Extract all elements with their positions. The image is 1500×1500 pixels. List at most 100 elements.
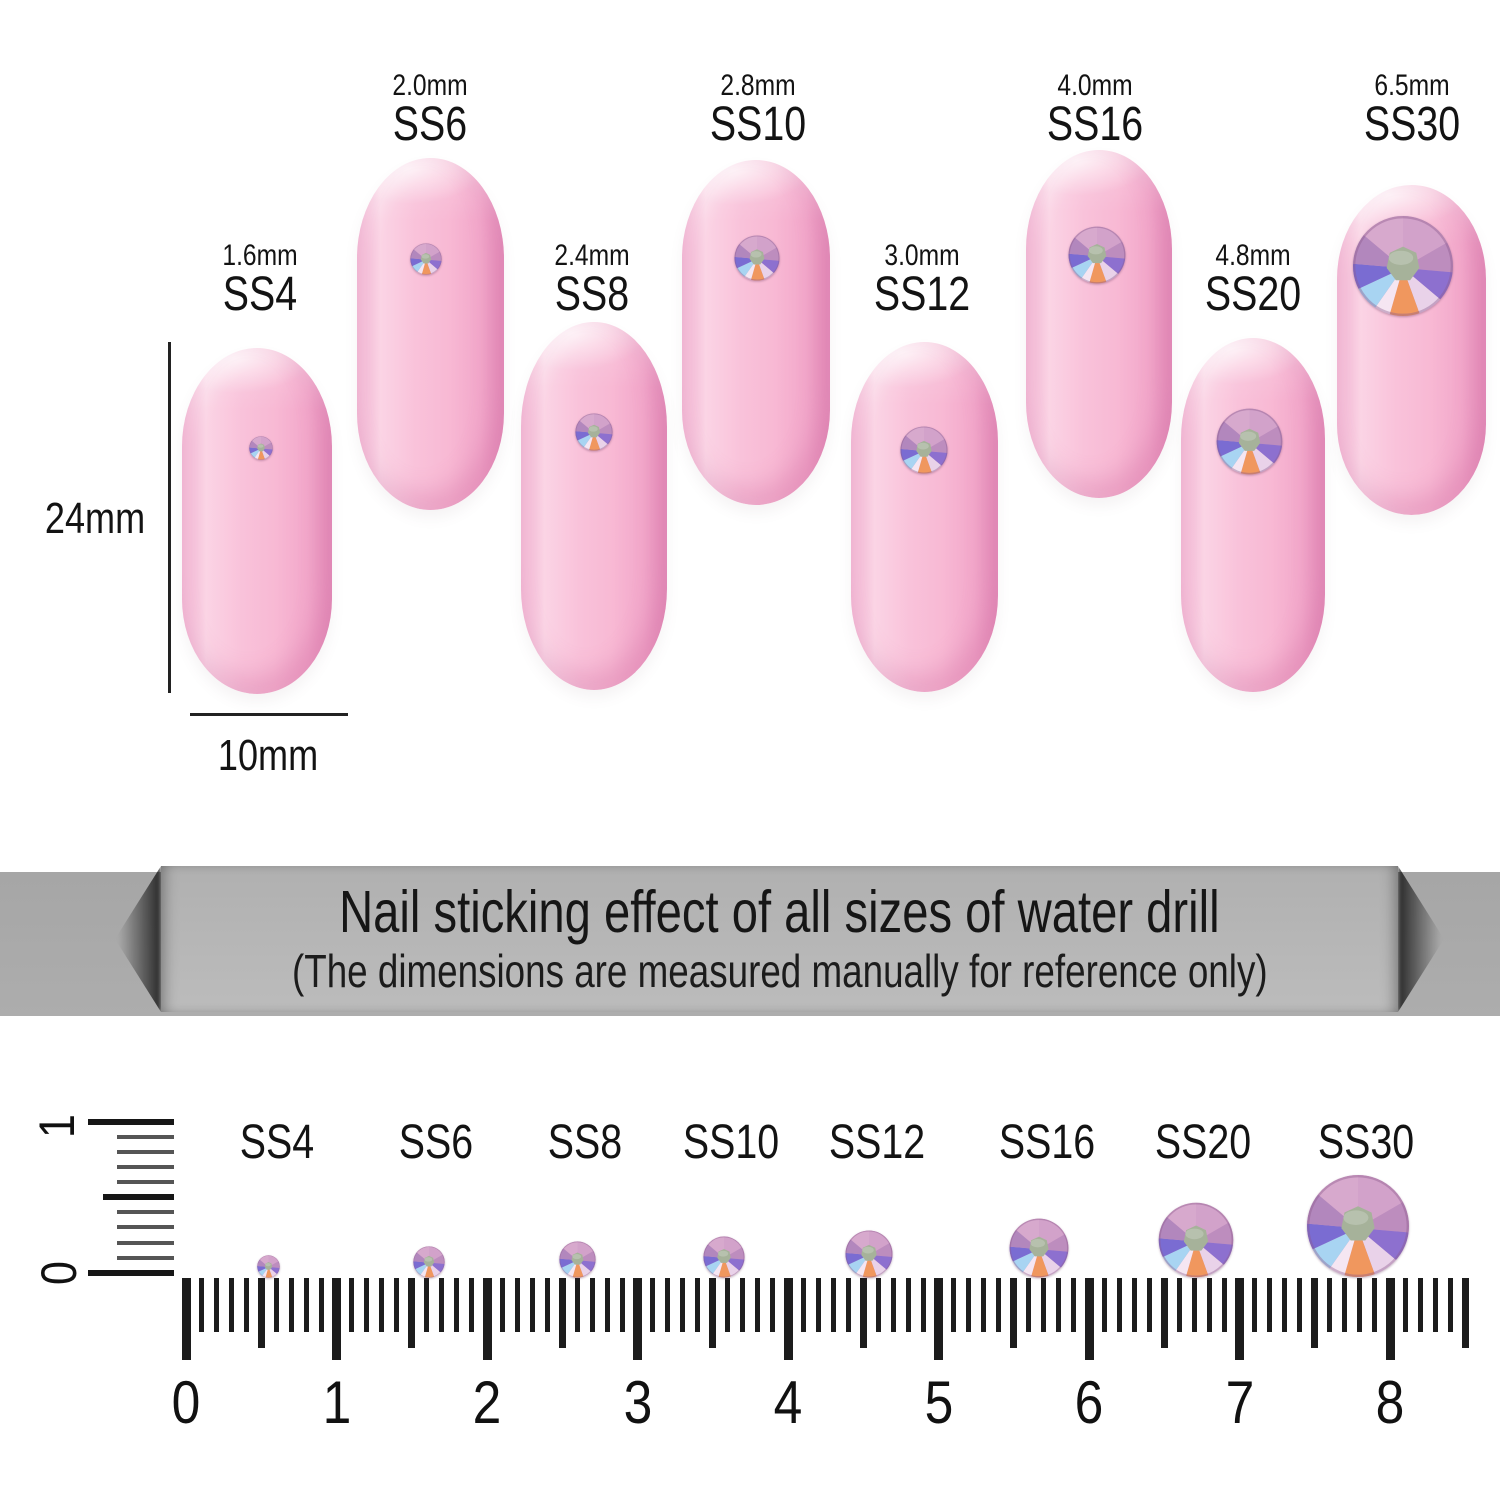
ruler-number-4: 4 [773,1369,803,1436]
ruler-medium-tick [1010,1278,1018,1348]
ruler-minor-tick [424,1278,430,1332]
gem-row-label-ss8: SS8 [547,1116,623,1169]
size-label-ss12: SS12 [873,268,971,321]
ruler-medium-tick [859,1278,867,1348]
ruler-minor-tick [1342,1278,1348,1332]
ruler-minor-tick [499,1278,505,1332]
rhinestone-sample-ss4 [257,1255,280,1278]
vertical-ruler-minor-tick [117,1180,174,1184]
gem-row-label-ss20: SS20 [1154,1116,1252,1169]
mm-label-ss20: 4.8mm [1215,239,1291,272]
ruler-minor-tick [1372,1278,1378,1332]
mm-label-ss4: 1.6mm [222,239,298,272]
ruler-medium-tick [709,1278,717,1348]
ruler-medium-tick [1160,1278,1168,1348]
ruler-major-tick [1235,1278,1244,1360]
rhinestone-on-nail-ss16 [1068,226,1126,284]
ruler-minor-tick [1417,1278,1423,1332]
ruler-minor-tick [1252,1278,1258,1332]
ruler-minor-tick [665,1278,671,1332]
vertical-ruler-minor-tick [117,1210,174,1214]
ruler-number-5: 5 [924,1369,953,1436]
gem-row-label-ss4: SS4 [239,1116,315,1169]
size-label-ss16: SS16 [1046,98,1144,151]
rhinestone-on-nail-ss8 [575,413,613,451]
ruler-major-tick [783,1278,793,1360]
mm-label-ss6: 2.0mm [392,69,468,102]
nail-length-label: 24mm [44,494,146,543]
gem-row-label-ss6: SS6 [398,1116,474,1169]
ruler-major-tick [934,1278,943,1360]
ruler-minor-tick [529,1278,535,1332]
nail-ss20 [1181,338,1325,692]
ruler-major-tick [1084,1278,1094,1360]
nail-ss16 [1026,150,1172,498]
ruler-minor-tick [905,1278,911,1332]
ruler-minor-tick [1327,1278,1333,1332]
rhinestone-on-nail-ss6 [410,243,442,275]
ruler-minor-tick [439,1278,445,1332]
ruler-major-tick [181,1278,191,1360]
nail-width-line [190,713,348,716]
ruler-minor-tick [996,1278,1002,1332]
ruler-minor-tick [544,1278,550,1332]
ruler-number-7: 7 [1225,1369,1254,1436]
rhinestone-sample-ss30 [1306,1174,1410,1278]
rhinestone-sample-ss20 [1158,1202,1234,1278]
ruler-minor-tick [394,1278,400,1332]
ruler-minor-tick [1221,1278,1227,1332]
nail-ss8 [521,322,667,690]
ruler-minor-tick [318,1278,324,1332]
ruler-minor-tick [1101,1278,1107,1332]
ruler-minor-tick [349,1278,355,1332]
nail-ss4 [182,348,332,694]
ruler-minor-tick [981,1278,987,1332]
ruler-minor-tick [1176,1278,1182,1332]
mm-label-ss30: 6.5mm [1374,69,1450,102]
size-label-ss8: SS8 [554,268,630,321]
size-label-ss30: SS30 [1363,98,1461,151]
ruler-minor-tick [1116,1278,1122,1332]
nail-ss6 [357,158,504,510]
vertical-ruler-minor-tick [117,1150,174,1154]
ruler-minor-tick [951,1278,957,1332]
size-label-ss4: SS4 [222,268,298,321]
ruler-minor-tick [1056,1278,1062,1332]
ruler-number-2: 2 [472,1369,502,1436]
gem-row-label-ss12: SS12 [828,1116,926,1169]
rhinestone-on-nail-ss30 [1352,215,1454,317]
ruler-minor-tick [830,1278,836,1332]
ruler-minor-tick [1402,1278,1408,1332]
vertical-ruler-number-bottom: 0 [31,1261,87,1285]
ruler-minor-tick [755,1278,761,1332]
nail-ss12 [851,342,998,692]
ruler-medium-tick [257,1278,265,1348]
ruler-minor-tick [725,1278,731,1332]
rhinestone-sample-ss6 [413,1246,445,1278]
size-label-ss10: SS10 [709,98,807,151]
vertical-ruler-minor-tick [117,1241,174,1245]
ruler-minor-tick [574,1278,580,1332]
ruler-minor-tick [379,1278,385,1332]
nail-length-line [168,342,171,693]
vertical-ruler-medium-tick [103,1194,174,1200]
ruler-number-3: 3 [623,1369,652,1436]
vertical-ruler-minor-tick [117,1225,174,1229]
ruler-major-tick [482,1278,492,1360]
ruler-minor-tick [815,1278,821,1332]
ruler-minor-tick [650,1278,656,1332]
ruler-minor-tick [1071,1278,1077,1332]
ruler-minor-tick [770,1278,776,1332]
vertical-ruler-minor-tick [117,1165,174,1169]
vertical-ruler-number-top: 1 [29,1114,85,1138]
ruler-minor-tick [604,1278,610,1332]
vertical-ruler-minor-tick [117,1256,174,1260]
ruler-minor-tick [1282,1278,1288,1332]
mm-label-ss10: 2.8mm [720,69,796,102]
mm-label-ss8: 2.4mm [554,239,630,272]
ruler-number-1: 1 [322,1369,351,1436]
size-label-ss20: SS20 [1204,268,1302,321]
ruler-minor-tick [1026,1278,1032,1332]
ruler-minor-tick [228,1278,234,1332]
